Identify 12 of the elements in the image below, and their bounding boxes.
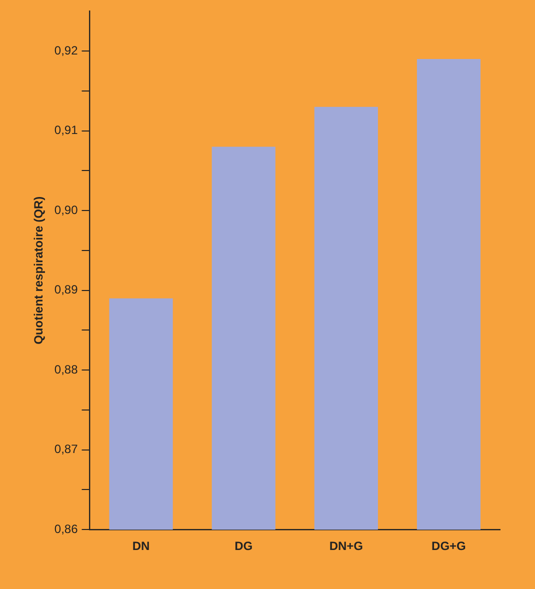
x-tick-label: DG+G xyxy=(432,539,466,554)
x-tick-label: DN xyxy=(132,539,150,554)
x-tick-label: DG xyxy=(234,539,253,554)
y-axis-title: Quotient respiratoire (QR) xyxy=(32,196,46,344)
y-tick-label: 0,88 xyxy=(54,362,78,376)
y-tick-label: 0,90 xyxy=(54,202,78,217)
y-tick-label: 0,87 xyxy=(54,442,78,456)
y-tick-label: 0,89 xyxy=(54,282,78,297)
y-tick-label: 0,91 xyxy=(54,123,78,138)
y-tick-label: 0,92 xyxy=(54,43,78,58)
x-tick-label: DN+G xyxy=(329,539,363,554)
y-tick-label: 0,86 xyxy=(54,522,78,536)
